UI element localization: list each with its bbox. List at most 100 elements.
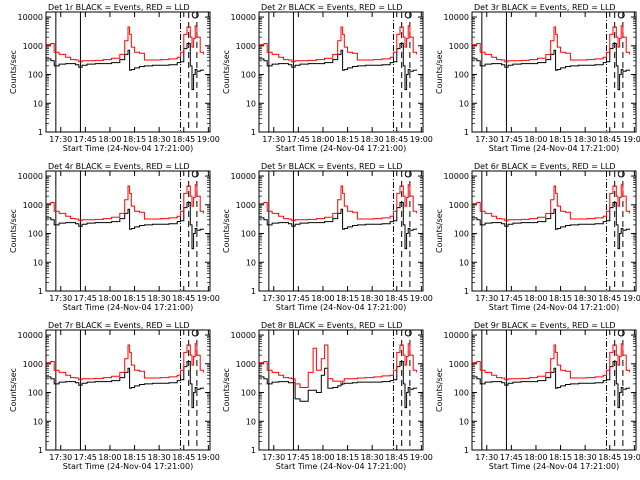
peak-marker — [617, 170, 625, 178]
detector-panel: Det 8r BLACK = Events, RED = LLD 1 10 100 10… — [222, 321, 433, 471]
xtick-label: 17:45 — [500, 453, 523, 462]
ytick-label: 1 — [38, 446, 43, 455]
peak-marker — [404, 329, 412, 337]
ytick-label: 10000 — [231, 331, 256, 340]
ytick-label: 1 — [251, 446, 256, 455]
detector-panel: Det 1r BLACK = Events, RED = LLD 1 10 100 10… — [9, 3, 220, 153]
detector-panel: Det 2r BLACK = Events, RED = LLD 1 10 100 10… — [222, 3, 433, 153]
ytick-label: 10000 — [231, 172, 256, 181]
y-axis-label: Counts/sec — [9, 368, 18, 412]
y-axis-label: Counts/sec — [222, 50, 231, 94]
xtick-label: 18:45 — [385, 294, 408, 303]
xtick-label: 17:45 — [287, 135, 310, 144]
ytick-label: 100 — [241, 71, 256, 80]
ytick-label: 10 — [459, 99, 469, 108]
xtick-label: 19:00 — [410, 453, 433, 462]
ytick-label: 10000 — [444, 172, 469, 181]
series-events-line — [472, 43, 630, 91]
y-axis-label: Counts/sec — [9, 209, 18, 253]
x-axis-label: Start Time (24-Nov-04 17:21:00) — [276, 462, 406, 471]
xtick-label: 18:30 — [148, 294, 171, 303]
ytick-label: 100 — [241, 230, 256, 239]
series-lld-line — [46, 184, 204, 222]
xtick-label: 18:00 — [311, 135, 334, 144]
peak-marker — [191, 11, 199, 19]
xtick-label: 17:45 — [287, 453, 310, 462]
panel-title: Det 1r BLACK = Events, RED = LLD — [48, 3, 190, 12]
plot-frame — [258, 11, 424, 133]
ytick-label: 10 — [246, 99, 256, 108]
detector-panel: Det 3r BLACK = Events, RED = LLD 1 10 100 10… — [435, 3, 640, 153]
series-lld-line — [472, 25, 630, 63]
ytick-label: 1000 — [236, 42, 256, 51]
x-axis-label: Start Time (24-Nov-04 17:21:00) — [489, 144, 619, 153]
x-axis-label: Start Time (24-Nov-04 17:21:00) — [276, 144, 406, 153]
ytick-label: 100 — [454, 389, 469, 398]
xtick-label: 19:00 — [410, 135, 433, 144]
xtick-label: 19:00 — [197, 294, 220, 303]
xtick-label: 17:30 — [262, 453, 285, 462]
series-events-line — [46, 43, 204, 91]
peak-marker — [191, 170, 199, 178]
xtick-label: 18:15 — [549, 294, 572, 303]
xtick-label: 18:00 — [524, 294, 547, 303]
xtick-label: 18:45 — [598, 453, 621, 462]
series-lld-line — [472, 184, 630, 222]
xtick-label: 18:30 — [574, 135, 597, 144]
ytick-label: 1 — [464, 287, 469, 296]
x-axis-label: Start Time (24-Nov-04 17:21:00) — [489, 303, 619, 312]
ytick-label: 1000 — [23, 360, 43, 369]
series-events-line — [259, 202, 417, 250]
xtick-label: 18:15 — [549, 453, 572, 462]
xtick-label: 17:45 — [500, 135, 523, 144]
ytick-label: 10 — [246, 417, 256, 426]
ytick-label: 1000 — [23, 201, 43, 210]
xtick-label: 18:15 — [549, 135, 572, 144]
xtick-label: 18:00 — [311, 294, 334, 303]
ytick-label: 1 — [38, 287, 43, 296]
xtick-label: 17:30 — [475, 135, 498, 144]
plot-frame — [471, 329, 637, 451]
xtick-label: 19:00 — [197, 135, 220, 144]
plot-frame — [45, 170, 211, 292]
series-events-line — [46, 202, 204, 250]
y-axis-label: Counts/sec — [435, 368, 444, 412]
series-events-line — [472, 361, 630, 409]
y-axis-label: Counts/sec — [435, 209, 444, 253]
ytick-label: 10000 — [18, 172, 43, 181]
xtick-label: 19:00 — [410, 294, 433, 303]
xtick-label: 18:45 — [598, 135, 621, 144]
ytick-label: 100 — [28, 389, 43, 398]
xtick-label: 17:30 — [475, 453, 498, 462]
xtick-label: 17:30 — [49, 135, 72, 144]
ytick-label: 1000 — [449, 201, 469, 210]
xtick-label: 18:15 — [336, 453, 359, 462]
ytick-label: 100 — [28, 71, 43, 80]
xtick-label: 17:45 — [500, 294, 523, 303]
panel-title: Det 8r BLACK = Events, RED = LLD — [261, 321, 403, 330]
xtick-label: 17:45 — [74, 294, 97, 303]
xtick-label: 18:30 — [361, 453, 384, 462]
ytick-label: 10000 — [444, 331, 469, 340]
xtick-label: 18:15 — [123, 453, 146, 462]
panel-title: Det 2r BLACK = Events, RED = LLD — [261, 3, 403, 12]
ytick-label: 10 — [33, 417, 43, 426]
series-lld-line — [46, 25, 204, 63]
x-axis-label: Start Time (24-Nov-04 17:21:00) — [63, 144, 193, 153]
ytick-label: 10000 — [444, 13, 469, 22]
ytick-label: 10 — [459, 417, 469, 426]
panel-title: Det 5r BLACK = Events, RED = LLD — [261, 162, 403, 171]
xtick-label: 19:00 — [623, 294, 640, 303]
xtick-label: 18:45 — [385, 453, 408, 462]
y-axis-label: Counts/sec — [222, 368, 231, 412]
xtick-label: 19:00 — [623, 453, 640, 462]
xtick-label: 17:30 — [475, 294, 498, 303]
ytick-label: 100 — [454, 71, 469, 80]
xtick-label: 18:00 — [98, 453, 121, 462]
xtick-label: 17:30 — [49, 453, 72, 462]
detector-panel: Det 4r BLACK = Events, RED = LLD 1 10 100 10… — [9, 162, 220, 312]
xtick-label: 17:45 — [287, 294, 310, 303]
plot-frame — [258, 329, 424, 451]
series-events-line — [259, 43, 417, 91]
